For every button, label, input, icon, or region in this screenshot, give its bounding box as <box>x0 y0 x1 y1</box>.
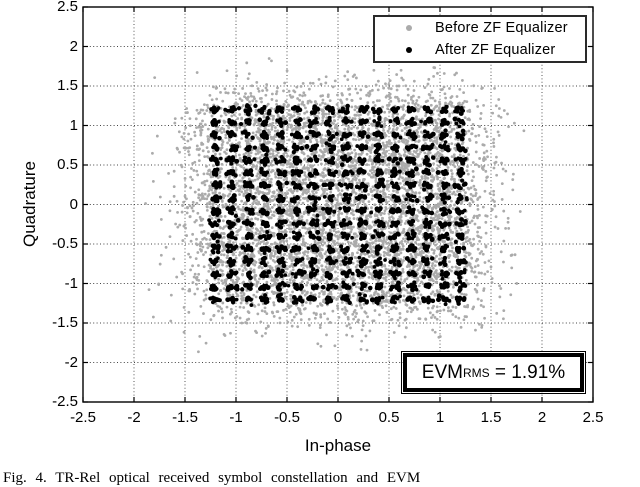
evm-subscript: RMS <box>462 365 490 380</box>
y-tick-label: -0.5 <box>52 235 78 252</box>
legend: Before ZF Equalizer After ZF Equalizer <box>373 15 587 63</box>
x-tick-label: 1.5 <box>480 409 502 426</box>
y-tick-label: 0.5 <box>57 156 78 173</box>
y-tick-label: 1 <box>69 116 78 134</box>
evm-prefix: EVM <box>421 361 463 383</box>
x-tick-label: 2 <box>537 409 547 426</box>
y-tick-label: 1.5 <box>57 77 78 94</box>
legend-entry-before: Before ZF Equalizer <box>375 18 585 39</box>
black-dot-marker-icon <box>406 46 412 53</box>
gray-dot-marker-icon <box>406 25 412 32</box>
x-tick-label: 0.5 <box>378 409 400 426</box>
evm-value: = 1.91% <box>489 361 566 383</box>
legend-label-before: Before ZF Equalizer <box>435 20 568 37</box>
legend-label-after: After ZF Equalizer <box>435 41 556 58</box>
figure-caption: Fig. 4. TR-Rel optical received symbol c… <box>3 470 421 486</box>
evm-annotation-box: EVM RMS = 1.91% <box>401 351 586 394</box>
y-tick-label: -2.5 <box>52 393 78 410</box>
constellation-plot-canvas <box>0 0 640 415</box>
x-tick-label: 1 <box>435 409 445 426</box>
x-tick-label: -2.5 <box>70 409 96 426</box>
y-tick-label: -1.5 <box>52 314 78 331</box>
y-tick-label: 2 <box>69 37 78 55</box>
y-axis-label: Quadrature <box>20 161 39 247</box>
y-tick-label: -2 <box>64 353 78 371</box>
y-tick-label: -1 <box>64 274 78 292</box>
x-tick-label: -2 <box>127 409 141 426</box>
y-tick-label: 2.5 <box>57 0 78 15</box>
x-tick-label: 0 <box>333 409 343 426</box>
x-tick-label: -0.5 <box>274 409 300 426</box>
x-axis-label: In-phase <box>304 436 372 455</box>
y-tick-label: 0 <box>69 195 78 213</box>
x-tick-label: -1.5 <box>172 409 198 426</box>
x-tick-label: -1 <box>229 409 243 426</box>
x-tick-label: 2.5 <box>582 409 604 426</box>
legend-entry-after: After ZF Equalizer <box>375 39 585 60</box>
